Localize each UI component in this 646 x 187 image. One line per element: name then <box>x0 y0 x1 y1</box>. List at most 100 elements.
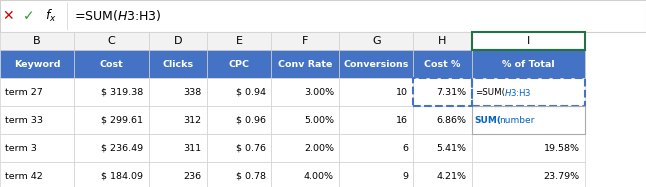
Bar <box>149 32 207 50</box>
Bar <box>149 162 207 187</box>
Text: $ 0.76: $ 0.76 <box>236 144 266 153</box>
Bar <box>472 32 585 50</box>
Text: Clicks: Clicks <box>162 60 193 69</box>
Bar <box>0 134 74 162</box>
Bar <box>149 134 207 162</box>
Text: 2.00%: 2.00% <box>304 144 334 153</box>
Text: 338: 338 <box>183 88 202 97</box>
Text: Cost %: Cost % <box>424 60 461 69</box>
Bar <box>413 106 472 134</box>
Bar <box>472 50 585 78</box>
Text: 312: 312 <box>183 116 202 125</box>
Bar <box>413 50 472 78</box>
Bar <box>149 106 207 134</box>
Text: Conversions: Conversions <box>344 60 409 69</box>
Bar <box>74 50 149 78</box>
Bar <box>472 106 585 134</box>
Text: 19.58%: 19.58% <box>543 144 579 153</box>
Text: ✓: ✓ <box>23 9 35 23</box>
Bar <box>0 32 74 50</box>
Bar <box>207 32 271 50</box>
Text: $ 236.49: $ 236.49 <box>101 144 143 153</box>
Text: H: H <box>439 36 446 46</box>
Text: 311: 311 <box>183 144 202 153</box>
Bar <box>0 50 74 78</box>
Text: number: number <box>499 116 535 125</box>
Text: $H$3:H3: $H$3:H3 <box>504 87 532 98</box>
Bar <box>74 32 149 50</box>
Bar <box>271 106 339 134</box>
Text: term 3: term 3 <box>5 144 37 153</box>
Bar <box>271 162 339 187</box>
Text: 6.86%: 6.86% <box>437 116 466 125</box>
Bar <box>207 50 271 78</box>
Text: $ 184.09: $ 184.09 <box>101 172 143 181</box>
Text: 9: 9 <box>402 172 408 181</box>
Text: 7.31%: 7.31% <box>436 88 466 97</box>
Text: $ 0.78: $ 0.78 <box>236 172 266 181</box>
Bar <box>207 162 271 187</box>
Text: 5.41%: 5.41% <box>437 144 466 153</box>
Bar <box>207 106 271 134</box>
Text: $ 319.38: $ 319.38 <box>101 88 143 97</box>
Bar <box>271 50 339 78</box>
Text: ✕: ✕ <box>2 9 14 23</box>
Text: 6: 6 <box>402 144 408 153</box>
Text: term 42: term 42 <box>5 172 43 181</box>
Text: 4.21%: 4.21% <box>437 172 466 181</box>
Bar <box>413 78 472 106</box>
Text: term 33: term 33 <box>5 116 43 125</box>
Bar <box>149 50 207 78</box>
Bar <box>339 32 413 50</box>
Text: E: E <box>236 36 242 46</box>
Text: $f_x$: $f_x$ <box>45 8 56 24</box>
Text: 16: 16 <box>396 116 408 125</box>
Text: F: F <box>302 36 308 46</box>
Text: term 27: term 27 <box>5 88 43 97</box>
Bar <box>339 78 413 106</box>
Text: $ 299.61: $ 299.61 <box>101 116 143 125</box>
Bar <box>413 134 472 162</box>
Bar <box>472 162 585 187</box>
Bar <box>0 0 646 32</box>
Bar <box>74 78 149 106</box>
Text: 10: 10 <box>396 88 408 97</box>
Text: CPC: CPC <box>229 60 249 69</box>
Text: G: G <box>372 36 380 46</box>
Text: Keyword: Keyword <box>14 60 60 69</box>
Text: 3.00%: 3.00% <box>304 88 334 97</box>
Bar <box>339 134 413 162</box>
Text: $ 0.94: $ 0.94 <box>236 88 266 97</box>
Text: $ 0.96: $ 0.96 <box>236 116 266 125</box>
Text: B: B <box>34 36 41 46</box>
Bar <box>74 106 149 134</box>
Bar <box>207 78 271 106</box>
Text: 236: 236 <box>183 172 202 181</box>
Bar <box>74 162 149 187</box>
Bar <box>0 162 74 187</box>
Bar <box>413 78 472 106</box>
Text: 4.00%: 4.00% <box>304 172 334 181</box>
Text: D: D <box>173 36 182 46</box>
Text: =SUM($H$3:H3): =SUM($H$3:H3) <box>74 8 162 23</box>
Bar <box>413 162 472 187</box>
Bar <box>149 78 207 106</box>
Bar <box>472 78 585 106</box>
Text: SUM(: SUM( <box>475 116 502 125</box>
Text: Conv Rate: Conv Rate <box>278 60 333 69</box>
Text: 23.79%: 23.79% <box>543 172 579 181</box>
Text: Cost: Cost <box>99 60 123 69</box>
Bar <box>472 106 585 134</box>
Bar <box>271 32 339 50</box>
Bar <box>339 50 413 78</box>
Bar <box>413 32 472 50</box>
Bar <box>74 134 149 162</box>
Bar <box>207 134 271 162</box>
Text: C: C <box>108 36 115 46</box>
Text: 5.00%: 5.00% <box>304 116 334 125</box>
Text: =SUM(: =SUM( <box>475 88 505 97</box>
Bar <box>472 78 585 106</box>
Text: % of Total: % of Total <box>502 60 554 69</box>
Bar <box>339 162 413 187</box>
Bar <box>0 106 74 134</box>
